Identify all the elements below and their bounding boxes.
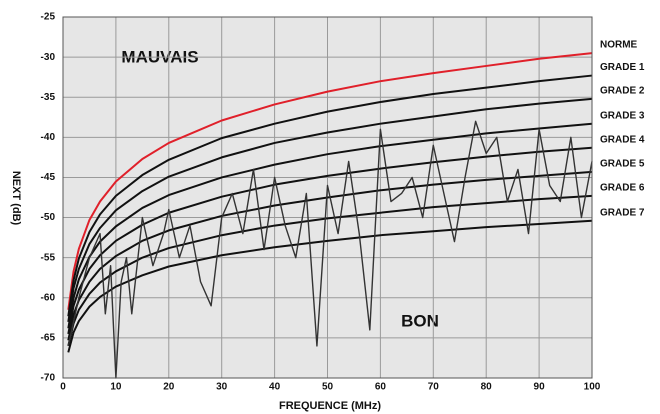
annotation: BON bbox=[401, 311, 439, 330]
y-tick-label: -65 bbox=[41, 333, 56, 344]
x-axis-label: FREQUENCE (MHz) bbox=[279, 400, 381, 412]
series-label: GRADE 6 bbox=[600, 183, 645, 194]
y-tick-label: -25 bbox=[41, 12, 56, 23]
series-line bbox=[67, 194, 593, 347]
series-label: GRADE 3 bbox=[600, 110, 645, 121]
x-tick-label: 70 bbox=[428, 382, 440, 393]
y-tick-label: -35 bbox=[41, 92, 56, 103]
y-tick-label: -55 bbox=[41, 252, 56, 263]
series-line bbox=[67, 52, 593, 310]
series-label: GRADE 7 bbox=[600, 207, 645, 218]
series-line bbox=[67, 74, 593, 317]
series-line bbox=[67, 120, 593, 379]
x-tick-label: 10 bbox=[110, 382, 122, 393]
x-tick-label: 50 bbox=[322, 382, 334, 393]
y-tick-label: -30 bbox=[41, 52, 56, 63]
series-label: GRADE 1 bbox=[600, 62, 645, 73]
series-label: NORME bbox=[600, 40, 638, 51]
x-tick-label: 100 bbox=[584, 382, 601, 393]
series-line bbox=[67, 97, 593, 322]
x-tick-label: 60 bbox=[375, 382, 387, 393]
series-line bbox=[67, 219, 593, 353]
plot-border bbox=[62, 16, 593, 379]
y-axis-label: NEXT (dB) bbox=[10, 171, 22, 226]
y-tick-label: -60 bbox=[41, 292, 56, 303]
x-tick-label: 80 bbox=[481, 382, 493, 393]
series-line bbox=[67, 122, 593, 329]
y-tick-label: -50 bbox=[41, 212, 56, 223]
x-tick-label: 0 bbox=[60, 382, 66, 393]
series-line bbox=[67, 170, 593, 341]
y-tick-label: -40 bbox=[41, 132, 56, 143]
x-tick-label: 30 bbox=[216, 382, 228, 393]
series-label: GRADE 2 bbox=[600, 85, 645, 96]
x-tick-label: 90 bbox=[534, 382, 546, 393]
x-tick-label: 20 bbox=[163, 382, 175, 393]
y-tick-label: -70 bbox=[41, 373, 56, 384]
series-label: GRADE 4 bbox=[600, 134, 645, 145]
x-tick-label: 40 bbox=[269, 382, 281, 393]
series-label: GRADE 5 bbox=[600, 158, 645, 169]
y-tick-label: -45 bbox=[41, 172, 56, 183]
